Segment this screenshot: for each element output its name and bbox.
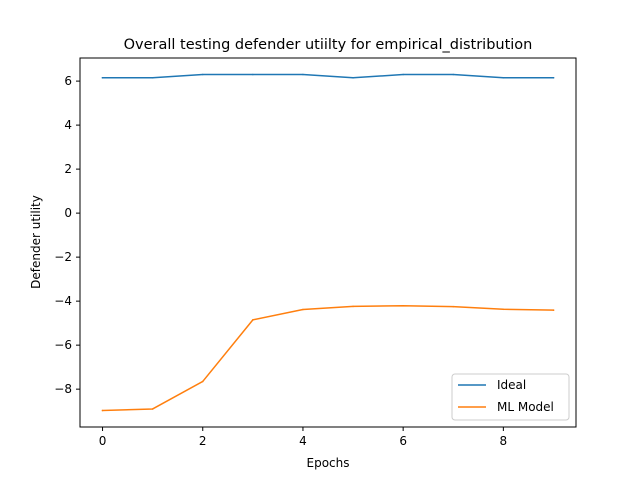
series-line-ideal xyxy=(101,73,555,79)
data-point-ideal xyxy=(201,73,204,76)
legend-label-ml-model: ML Model xyxy=(497,400,554,414)
x-tick-label: 6 xyxy=(399,434,407,448)
data-point-ml-model xyxy=(302,308,304,311)
y-tick-label: −8 xyxy=(54,382,72,396)
x-axis-label: Epochs xyxy=(307,456,350,470)
data-point-ml-model xyxy=(452,305,455,308)
series-line-ml-model xyxy=(101,305,555,412)
y-tick-label: 0 xyxy=(64,206,72,220)
x-tick-label: 4 xyxy=(299,434,307,448)
axes-frame xyxy=(79,57,577,428)
legend: Ideal ML Model xyxy=(451,373,570,421)
data-point-ml-model xyxy=(201,380,204,383)
legend-label-ideal: Ideal xyxy=(497,378,526,392)
y-tick-label: −6 xyxy=(54,338,72,352)
data-point-ideal xyxy=(151,77,154,79)
data-point-ml-model xyxy=(151,408,154,410)
data-point-ml-model xyxy=(502,308,505,311)
y-tick-label: −4 xyxy=(54,294,72,308)
y-tick-label: 6 xyxy=(64,74,72,88)
data-point-ml-model xyxy=(101,409,104,412)
data-point-ml-model xyxy=(402,304,404,307)
data-point-ml-model xyxy=(352,305,354,308)
x-tick-label: 2 xyxy=(199,434,207,448)
data-point-ideal xyxy=(502,77,505,79)
chart-title: Overall testing defender utiilty for emp… xyxy=(124,37,533,53)
data-point-ideal xyxy=(252,73,254,76)
data-point-ideal xyxy=(352,77,354,79)
data-point-ideal xyxy=(302,73,304,76)
y-axis-label: Defender utility xyxy=(29,195,43,289)
plot-area xyxy=(101,73,555,412)
data-point-ml-model xyxy=(552,309,555,311)
x-tick-label: 8 xyxy=(500,434,508,448)
data-point-ideal xyxy=(402,73,404,76)
data-point-ideal xyxy=(452,73,455,76)
y-tick-label: 4 xyxy=(64,118,72,132)
data-point-ideal xyxy=(101,77,104,79)
y-tick-label: −2 xyxy=(54,250,72,264)
x-axis: 0 2 4 6 8 xyxy=(99,427,507,448)
data-point-ml-model xyxy=(252,319,254,321)
y-tick-label: 2 xyxy=(64,162,72,176)
y-axis: 6 4 2 0 −2 −4 −6 −8 xyxy=(54,74,80,396)
data-point-ideal xyxy=(552,77,555,79)
x-tick-label: 0 xyxy=(99,434,107,448)
